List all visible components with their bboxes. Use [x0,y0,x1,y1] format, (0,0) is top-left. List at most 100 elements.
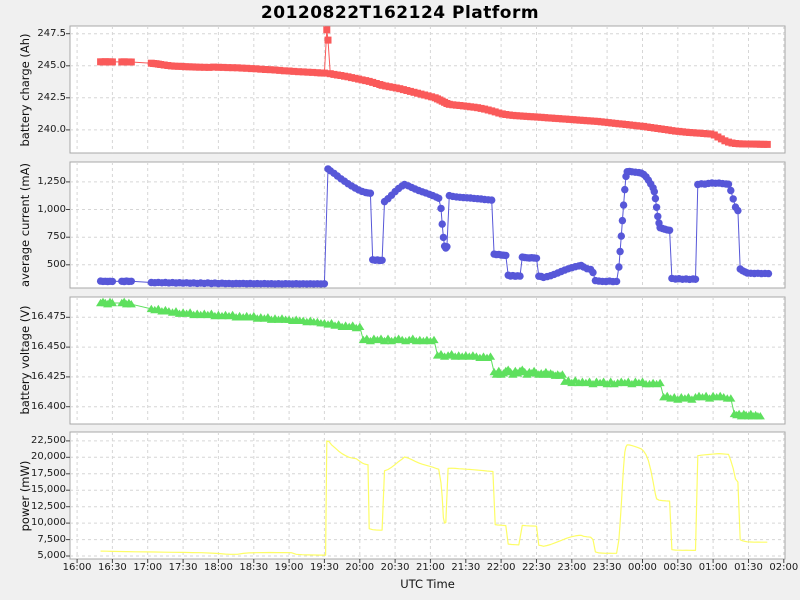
y-tick-label: 242.5 [37,91,66,103]
y-tick-label: 5,000 [37,550,66,562]
series-battery-charge [97,26,771,148]
marker-triangle [726,394,736,402]
marker-square [205,63,213,71]
marker-square [233,64,241,72]
marker-circle [618,216,627,225]
marker-circle [502,251,510,260]
marker-circle [488,196,496,204]
marker-square [732,140,739,147]
marker-square [271,66,279,74]
x-tick-label: 19:30 [310,562,339,573]
marker-square [280,67,288,75]
marker-square [647,124,655,131]
marker-square [247,65,255,73]
x-tick-label: 21:30 [451,562,481,573]
marker-square [171,62,179,70]
marker-circle [589,268,597,277]
plot-frame [69,296,786,425]
marker-square [742,140,750,148]
marker-square [219,63,227,71]
marker-square [299,68,307,76]
marker-circle [619,201,628,209]
marker-square [323,26,331,34]
marker-square [763,140,771,148]
marker-circle [366,189,375,197]
y-tick-label: 247.5 [37,27,66,39]
y-tick-label: 15,000 [31,484,66,496]
marker-circle [651,194,660,203]
marker-square [406,87,414,95]
marker-triangle [755,412,765,420]
marker-triangle [557,370,567,378]
x-tick-label: 17:00 [133,562,163,573]
marker-square [523,112,531,120]
marker-square [262,66,269,73]
marker-square [369,78,377,86]
marker-square [710,131,718,139]
y-tick-label: 20,000 [31,451,66,463]
marker-square [348,74,355,82]
marker-square [470,103,478,111]
marker-circle [437,204,445,213]
marker-square [587,117,595,125]
x-tick-label: 17:30 [168,562,198,573]
marker-square [326,70,334,78]
x-tick-label: 22:30 [522,562,551,573]
y-tick-label: 16.400 [31,400,66,412]
marker-triangle [107,298,117,307]
marker-square [700,130,708,137]
marker-square [753,140,761,148]
x-tick-label: 21:00 [416,562,445,573]
x-tick-label: 23:30 [592,562,622,573]
x-tick-label: 01:30 [734,562,763,573]
marker-square [304,68,312,76]
x-tick-label: 18:00 [203,562,233,573]
marker-circle [615,263,623,271]
marker-square [689,129,697,137]
x-tick-label: 00:00 [628,562,657,573]
marker-triangle [429,335,439,344]
x-tick-label: 22:00 [486,562,516,573]
plot-frame [69,161,786,289]
y-tick-label: 22,500 [31,434,66,446]
marker-square [309,68,317,76]
marker-square [337,72,345,79]
marker-square [640,122,648,130]
y-tick-label: 240.0 [37,123,66,135]
marker-square [285,67,293,75]
marker-square [127,58,135,66]
marker-square [657,125,665,133]
marker-square [534,113,542,121]
marker-square [266,66,274,74]
y-tick-label: 750 [46,231,66,243]
marker-square [324,36,332,44]
marker-square [679,128,686,136]
x-tick-label: 20:30 [380,562,410,573]
marker-circle [439,233,448,242]
x-tick-label: 00:30 [663,562,693,573]
marker-circle [650,188,658,196]
x-tick-label: 23:00 [557,562,587,573]
marker-circle [724,180,733,188]
subplot-battery-charge [66,25,786,154]
marker-circle [764,269,773,278]
marker-square [565,115,573,123]
marker-square [459,102,467,110]
marker-square [224,64,232,72]
marker-square [358,76,366,84]
marker-square [481,105,489,113]
marker-square [238,64,246,72]
plot-frame [69,431,786,560]
marker-square [243,64,251,72]
marker-circle [654,212,662,221]
subplot-battery-voltage [66,296,786,425]
subplot-average-current [66,161,786,289]
x-tick-label: 19:00 [274,562,304,573]
marker-circle [621,185,629,194]
x-tick-label: 16:30 [97,562,127,573]
marker-square [200,63,208,71]
y-tick-label: 10,000 [31,517,66,529]
marker-square [210,63,218,71]
